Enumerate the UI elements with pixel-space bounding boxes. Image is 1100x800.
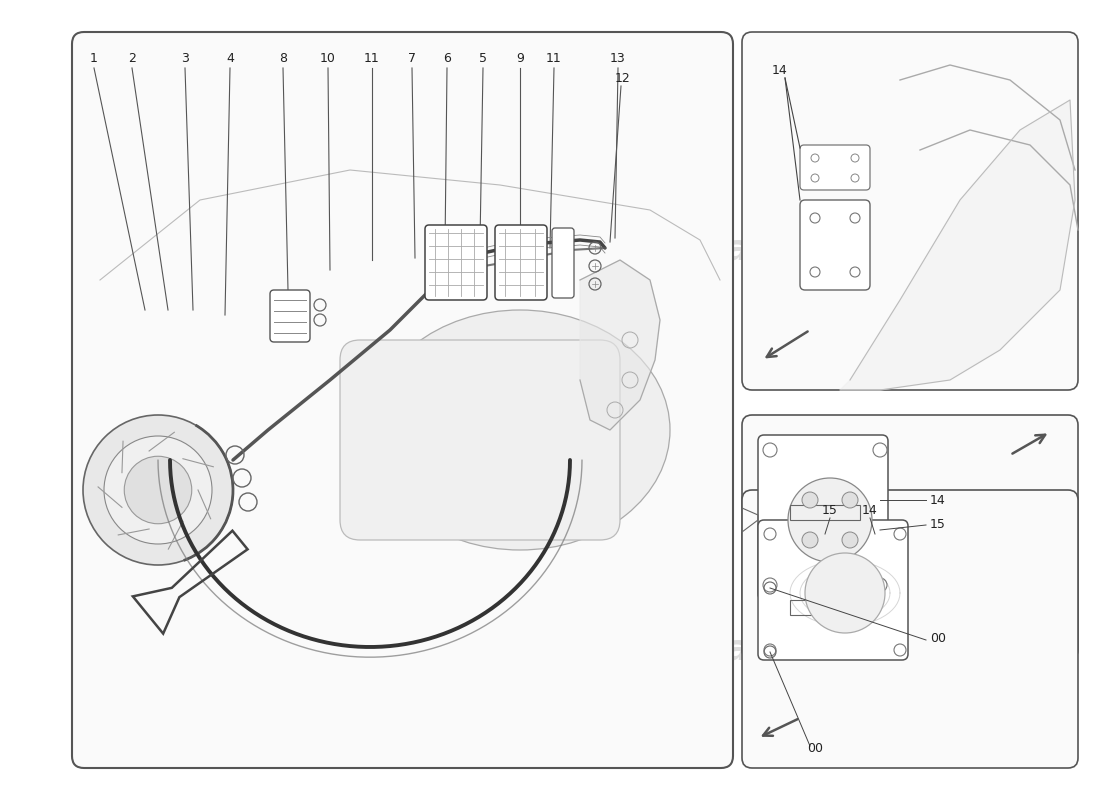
Text: 4: 4: [227, 51, 234, 65]
Circle shape: [802, 492, 818, 508]
Polygon shape: [580, 260, 660, 430]
Text: 15: 15: [822, 503, 838, 517]
Text: 2: 2: [128, 51, 136, 65]
Text: 15: 15: [930, 518, 946, 531]
Text: eurospares: eurospares: [585, 233, 814, 267]
Text: 9: 9: [516, 51, 524, 65]
Circle shape: [842, 492, 858, 508]
Polygon shape: [100, 170, 721, 280]
Ellipse shape: [370, 310, 670, 550]
Circle shape: [82, 415, 233, 565]
Text: 13: 13: [610, 51, 626, 65]
FancyBboxPatch shape: [425, 225, 487, 300]
FancyBboxPatch shape: [72, 32, 733, 768]
Text: eurospares: eurospares: [166, 233, 394, 267]
Circle shape: [802, 532, 818, 548]
Text: 8: 8: [279, 51, 287, 65]
Text: 00: 00: [930, 631, 946, 645]
Text: 10: 10: [320, 51, 336, 65]
Text: 11: 11: [364, 51, 380, 65]
Text: eurospares: eurospares: [166, 633, 394, 667]
Circle shape: [104, 436, 212, 544]
FancyBboxPatch shape: [742, 490, 1078, 768]
FancyBboxPatch shape: [552, 228, 574, 298]
Text: 00: 00: [807, 742, 823, 754]
Text: 12: 12: [615, 71, 631, 85]
Text: 6: 6: [443, 51, 451, 65]
Text: 14: 14: [772, 63, 788, 77]
FancyBboxPatch shape: [742, 32, 1078, 390]
FancyBboxPatch shape: [340, 340, 620, 540]
FancyBboxPatch shape: [800, 200, 870, 290]
FancyBboxPatch shape: [270, 290, 310, 342]
FancyBboxPatch shape: [800, 145, 870, 190]
Circle shape: [124, 456, 191, 524]
Circle shape: [805, 553, 886, 633]
Circle shape: [842, 532, 858, 548]
Circle shape: [788, 478, 872, 562]
FancyBboxPatch shape: [758, 520, 908, 660]
Text: 11: 11: [546, 51, 562, 65]
Text: 14: 14: [930, 494, 946, 506]
FancyBboxPatch shape: [742, 415, 1078, 660]
Text: 5: 5: [478, 51, 487, 65]
Polygon shape: [840, 100, 1075, 390]
Text: eurospares: eurospares: [585, 633, 814, 667]
Text: 14: 14: [862, 503, 878, 517]
FancyBboxPatch shape: [495, 225, 547, 300]
FancyBboxPatch shape: [758, 435, 888, 600]
Text: 7: 7: [408, 51, 416, 65]
Text: 1: 1: [90, 51, 98, 65]
Text: 3: 3: [182, 51, 189, 65]
